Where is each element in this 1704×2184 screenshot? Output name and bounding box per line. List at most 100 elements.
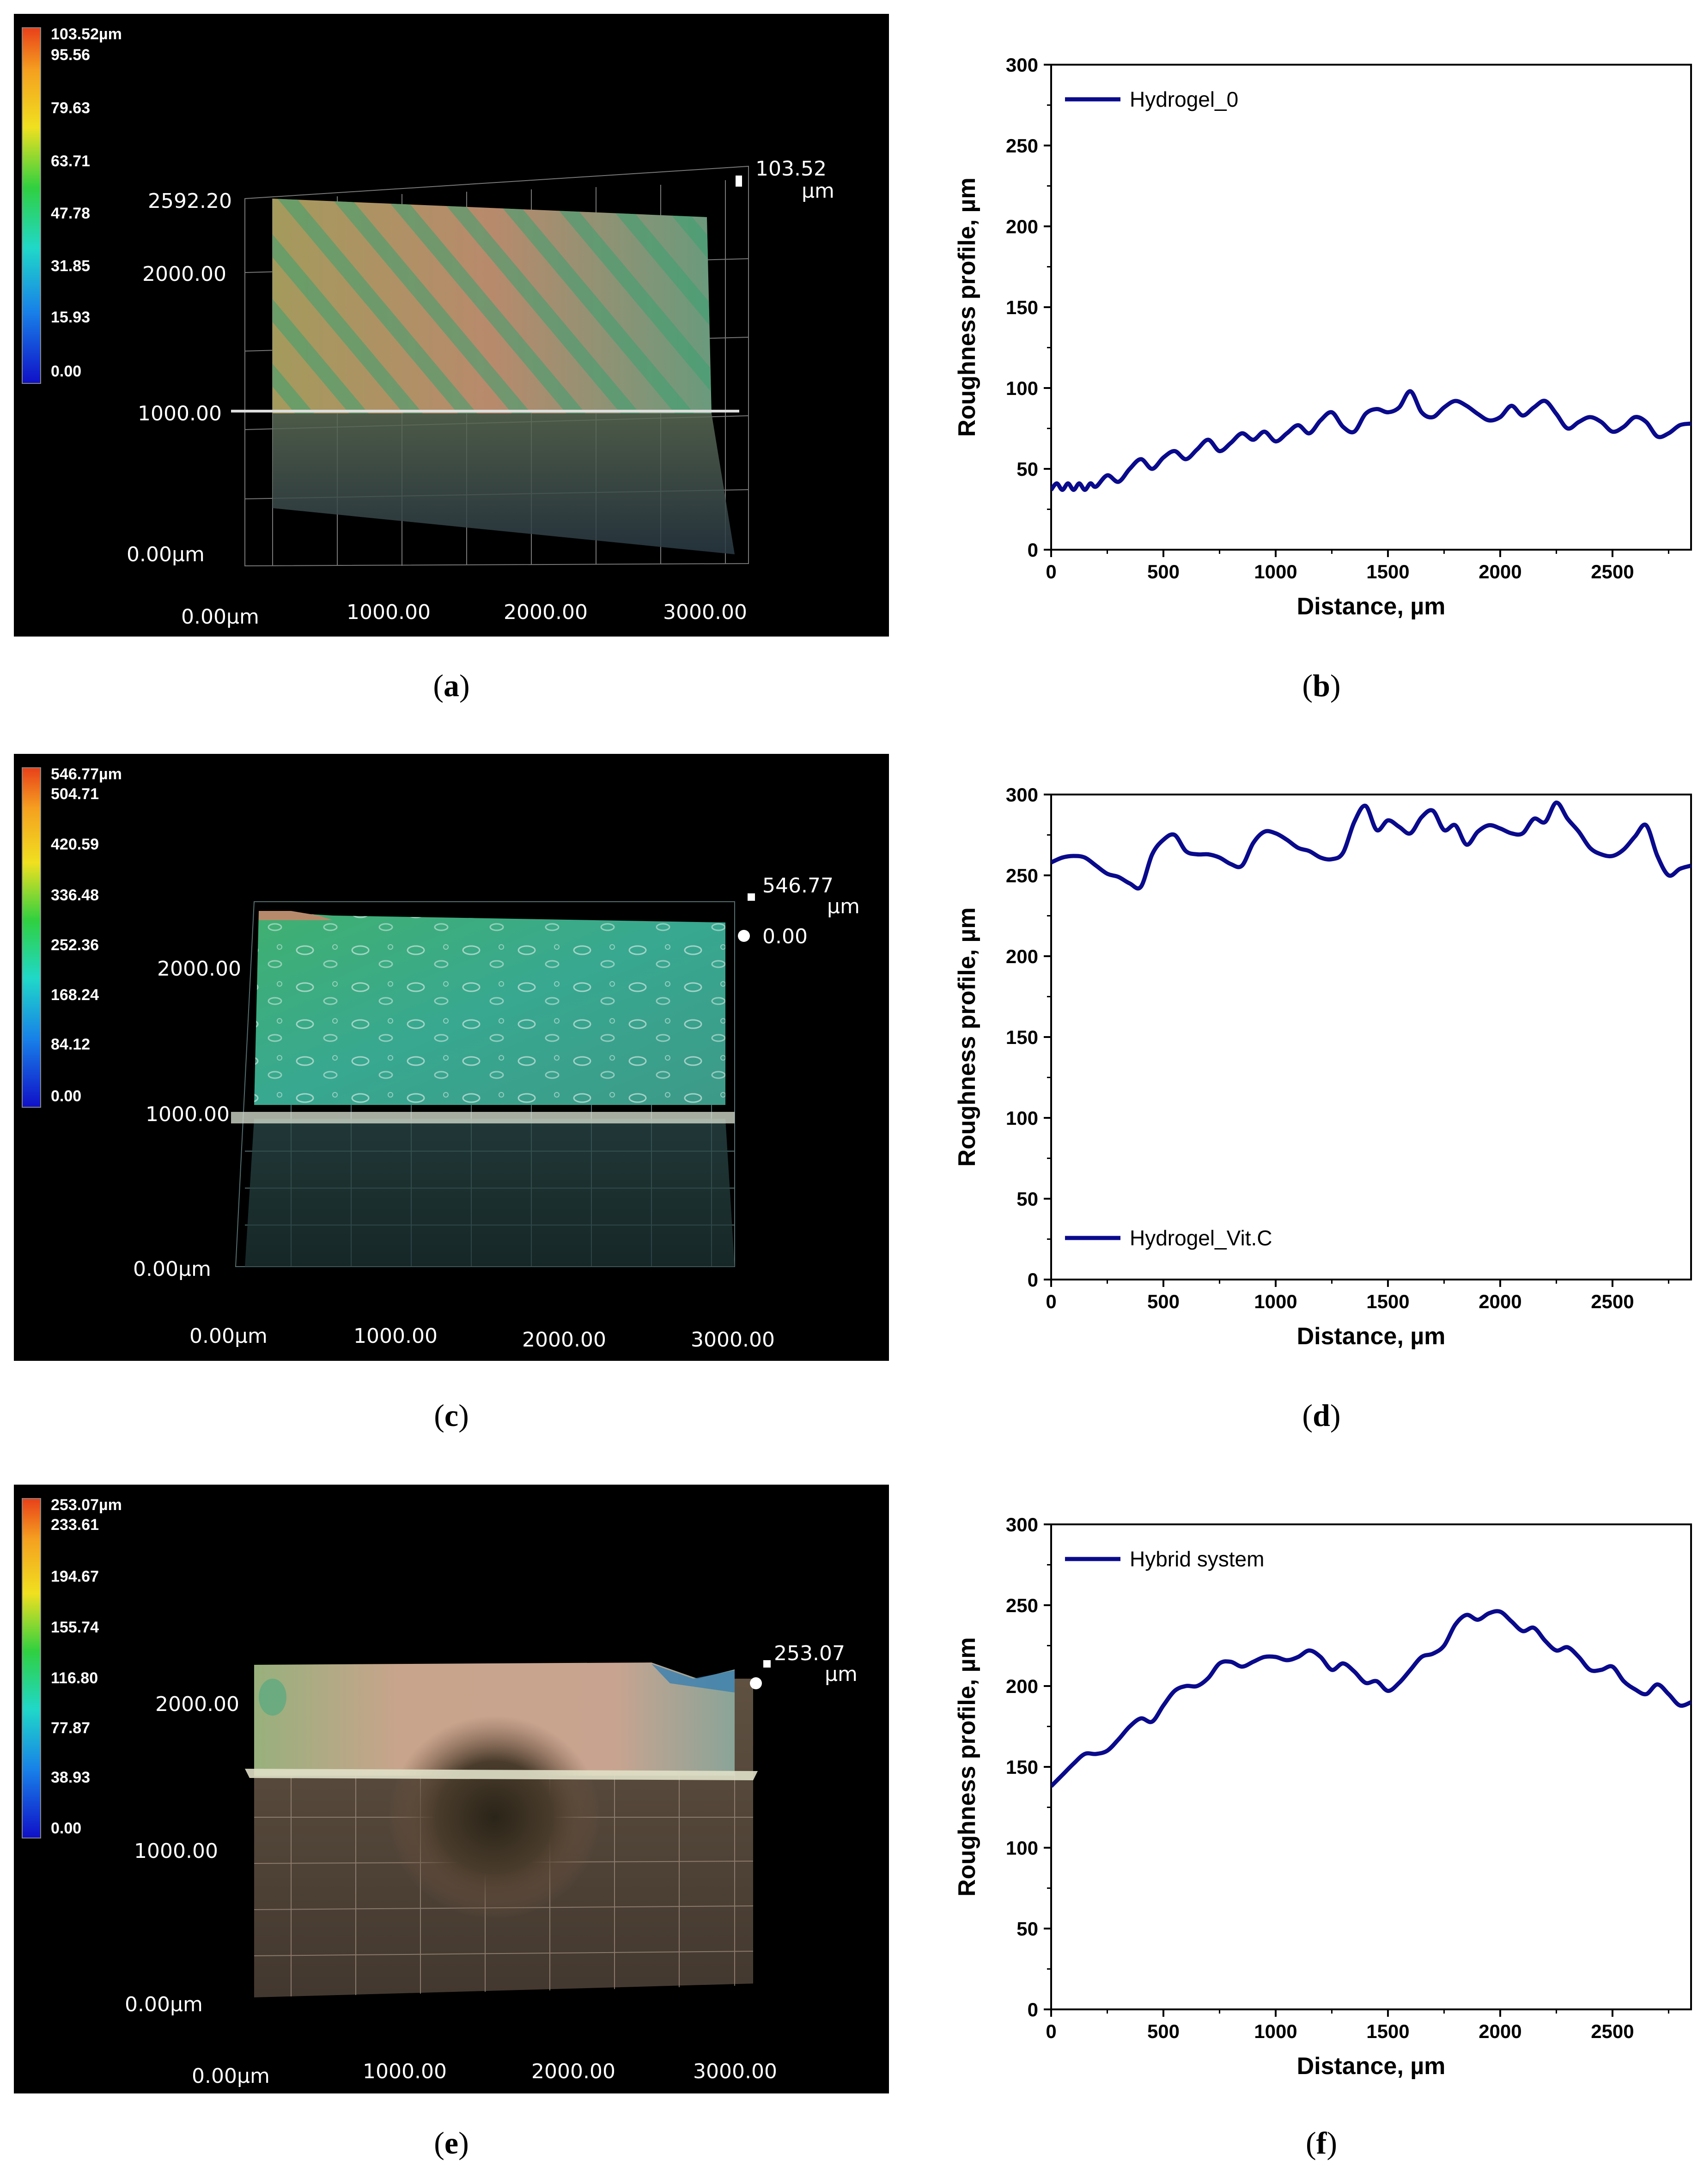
z-max-unit: µm: [802, 179, 834, 203]
roughness-chart-d: 0 50 100 150 200 250 300 0 500 1000 1500 2000 2500 Di…: [947, 762, 1704, 1427]
x-tick-label: 1000.00: [353, 1324, 438, 1348]
colorbar: [22, 1498, 41, 1838]
z-max-unit: µm: [825, 1662, 858, 1686]
x-tick-label: 3000.00: [691, 1328, 775, 1352]
colorbar-label: 546.77µm: [51, 765, 122, 783]
crater: [388, 1716, 601, 1919]
x-tick-label: 500: [1147, 1291, 1180, 1312]
roughness-chart-f: 0 50 100 150 200 250 300 0 500 1000 1500 2000 2500 Di…: [947, 1492, 1704, 2157]
x-tick-label: 0.00µm: [192, 2064, 270, 2088]
y-axis-label: Roughness profile, µm: [954, 1637, 980, 1897]
colorbar-label: 194.67: [51, 1568, 99, 1585]
series-line: [1051, 389, 1691, 492]
x-tick-label: 0: [1046, 2020, 1056, 2042]
legend-label: Hydrogel_0: [1130, 87, 1238, 111]
legend-label: Hydrogel_Vit.C: [1130, 1226, 1272, 1250]
y-tick-label: 200: [1006, 1675, 1038, 1697]
colorbar-label: 504.71: [51, 785, 99, 803]
x-tick-label: 1000: [1254, 1291, 1297, 1312]
y-tick-label: 200: [1006, 946, 1038, 967]
y-tick-label: 50: [1016, 1918, 1038, 1940]
x-tick-label: 2500: [1591, 2020, 1634, 2042]
colorbar-label: 168.24: [51, 986, 99, 1004]
caption-c: (c): [434, 1398, 469, 1433]
colorbar-label: 116.80: [51, 1669, 98, 1687]
caption-f: (f): [1306, 2125, 1337, 2160]
x-tick-label: 1000: [1254, 2020, 1297, 2042]
y-tick-label: 2000.00: [142, 262, 226, 286]
x-tick-label: 500: [1147, 561, 1180, 582]
colorbar-label: 253.07µm: [51, 1496, 122, 1514]
marker: [763, 1660, 771, 1668]
x-axis-label: Distance, µm: [1297, 2053, 1446, 2080]
chart-svg: 0 50 100 150 200 250 300 0 500 1000 1500 2000 2500 Di…: [954, 1514, 1692, 2080]
y-tick-label: 100: [1006, 1837, 1038, 1859]
x-tick-label: 1500: [1366, 561, 1409, 582]
y-tick-label: 2592.20: [148, 189, 232, 213]
z-min-label: 0.00: [762, 925, 808, 948]
colorbar-label: 38.93: [51, 1769, 90, 1786]
marker: [748, 893, 755, 901]
x-tick-label: 2000.00: [504, 601, 588, 624]
colorbar-label: 15.93: [51, 309, 90, 326]
x-tick-label: 3000.00: [693, 2060, 777, 2083]
surface-3d-view: 253.07µm 233.61 194.67 155.74 116.80 77.…: [22, 1496, 858, 2088]
colorbar-label: 0.00: [51, 1820, 81, 1837]
y-tick-label: 200: [1006, 216, 1038, 237]
y-tick-label: 250: [1006, 135, 1038, 157]
x-tick-label: 1000.00: [363, 2060, 447, 2083]
y-tick-label: 0.00µm: [133, 1257, 211, 1281]
y-tick-label: 300: [1006, 1514, 1038, 1535]
z-max-unit: µm: [827, 895, 860, 918]
surface-3d-panel-a: 103.52µm 95.56 79.63 63.71 47.78 31.85 1…: [14, 14, 889, 637]
y-tick-label: 250: [1006, 1595, 1038, 1616]
marker: [736, 176, 742, 187]
x-tick-label: 2500: [1591, 1291, 1634, 1312]
y-tick-label: 0: [1028, 1269, 1038, 1291]
series-line: [1051, 1609, 1691, 1788]
chart-svg: 0 50 100 150 200 250 300 0 500 1000 1500 2000 2500 Di…: [954, 54, 1692, 620]
x-tick-label: 3000.00: [663, 601, 747, 624]
y-tick-label: 50: [1016, 1188, 1038, 1210]
z-max-label: 103.52: [755, 157, 827, 181]
x-tick-label: 2000.00: [522, 1328, 606, 1352]
caption-a: (a): [433, 668, 470, 703]
colorbar-label: 0.00: [51, 363, 81, 380]
surface-3d-panel-e: 253.07µm 233.61 194.67 155.74 116.80 77.…: [14, 1485, 889, 2093]
colorbar-label: 47.78: [51, 205, 90, 222]
y-tick-label: 50: [1016, 458, 1038, 480]
x-tick-label: 0: [1046, 561, 1056, 582]
y-tick-label: 0: [1028, 1999, 1038, 2020]
caption-b: (b): [1302, 668, 1341, 703]
y-tick-label: 0: [1028, 539, 1038, 561]
x-tick-label: 2000: [1479, 2020, 1521, 2042]
y-tick-label: 150: [1006, 1026, 1038, 1048]
roughness-chart-b: 0 50 100 150 200 250 300 0 500 1000 1500 2000 2500 Di…: [947, 32, 1704, 698]
x-tick-label: 2500: [1591, 561, 1634, 582]
x-tick-label: 1500: [1366, 1291, 1409, 1312]
colorbar: [22, 767, 41, 1108]
chart-svg: 0 50 100 150 200 250 300 0 500 1000 1500 2000 2500 Di…: [954, 784, 1692, 1350]
marker: [750, 1677, 762, 1689]
y-tick-label: 300: [1006, 784, 1038, 806]
colorbar-label: 77.87: [51, 1719, 90, 1737]
z-max-label: 546.77: [762, 874, 834, 898]
y-tick-label: 150: [1006, 297, 1038, 318]
y-tick-label: 0.00µm: [127, 543, 205, 566]
x-tick-label: 500: [1147, 2020, 1180, 2042]
surface-3d-view: 103.52µm 95.56 79.63 63.71 47.78 31.85 1…: [22, 25, 834, 629]
y-tick-label: 0.00µm: [125, 1993, 203, 2016]
x-axis-label: Distance, µm: [1297, 1323, 1446, 1350]
colorbar-label: 420.59: [51, 836, 99, 853]
y-tick-label: 2000.00: [157, 957, 241, 981]
y-tick-label: 100: [1006, 377, 1038, 399]
colorbar-label: 336.48: [51, 886, 99, 904]
cut-plane: [231, 1112, 735, 1123]
y-axis-label: Roughness profile, µm: [954, 177, 980, 437]
x-tick-label: 1500: [1366, 2020, 1409, 2042]
x-tick-label: 0: [1046, 1291, 1056, 1312]
series-line: [1051, 801, 1691, 891]
x-tick-label: 2000: [1479, 1291, 1521, 1312]
plot-frame: [1050, 64, 1692, 551]
z-max-label: 253.07: [774, 1642, 845, 1665]
